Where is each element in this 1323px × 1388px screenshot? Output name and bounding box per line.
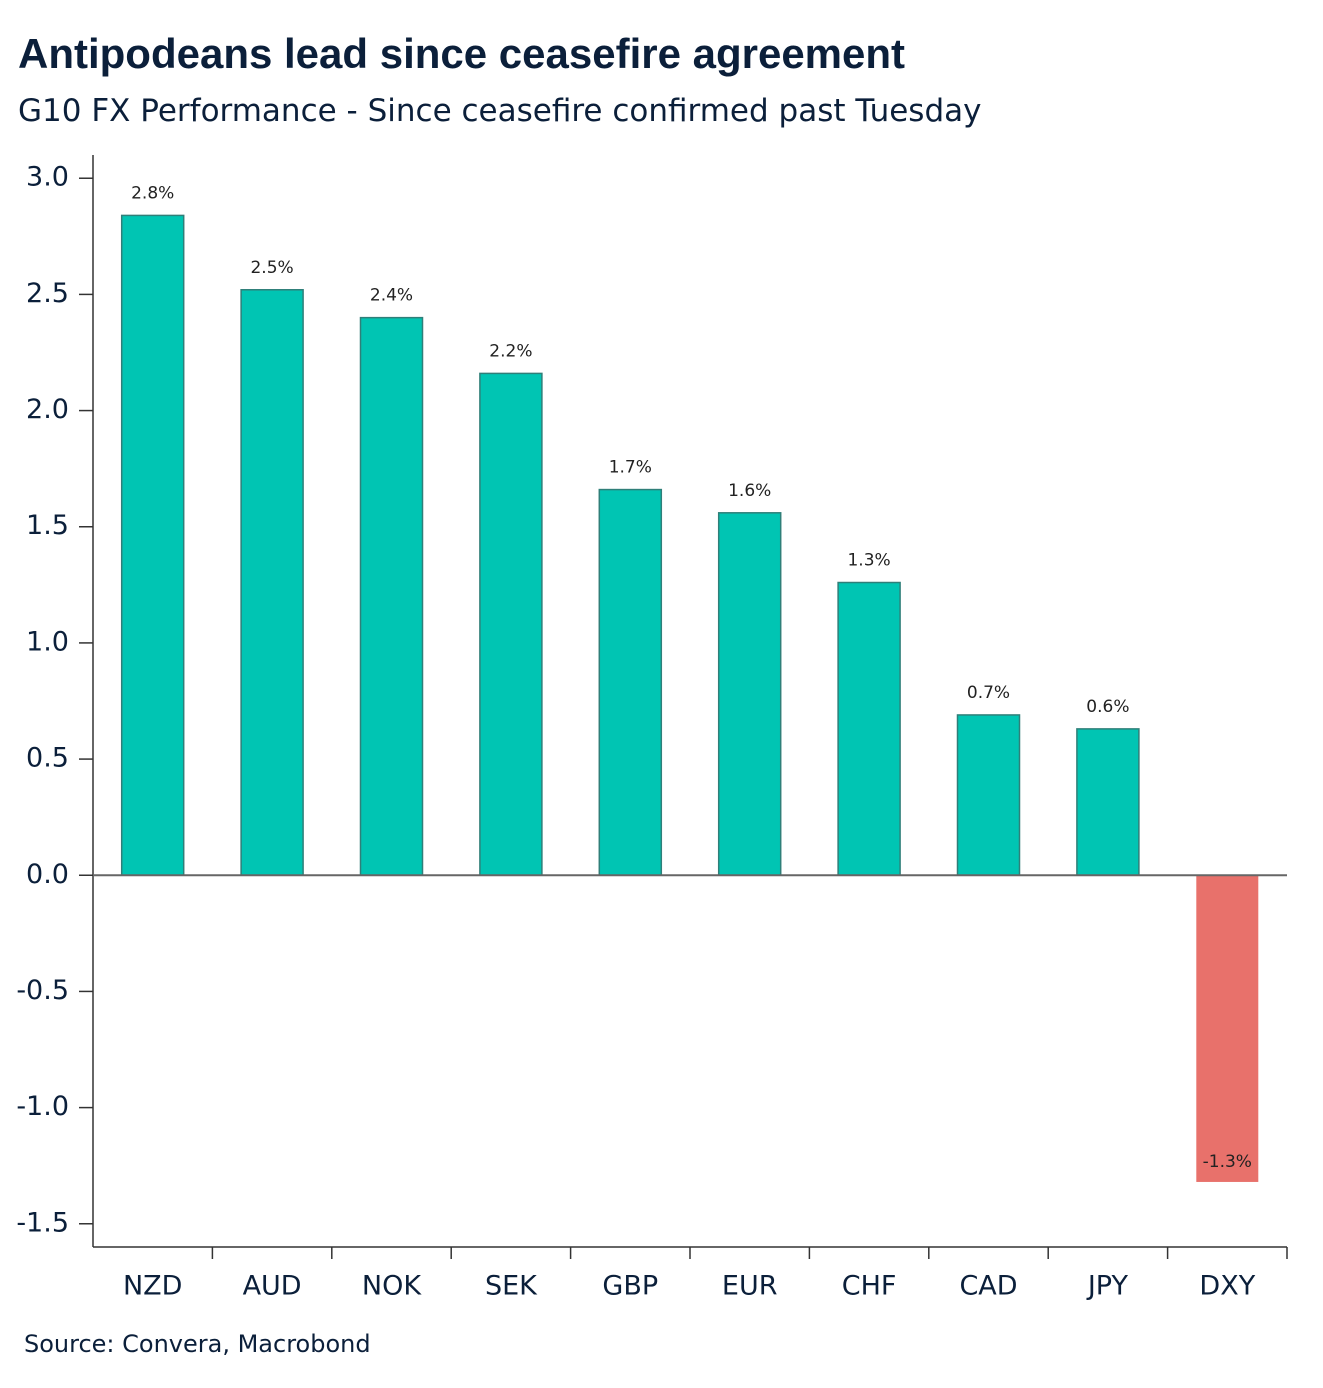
- y-tick-label: 3.0: [26, 162, 69, 193]
- x-tick-label: NOK: [362, 1271, 422, 1302]
- value-label: 2.8%: [131, 183, 174, 203]
- y-tick-label: 2.0: [26, 394, 69, 425]
- value-label: 1.7%: [609, 458, 652, 478]
- x-tick-label: DXY: [1199, 1271, 1255, 1302]
- bar: [479, 372, 543, 877]
- value-label: 1.3%: [847, 551, 890, 571]
- value-label: 0.6%: [1086, 697, 1129, 717]
- y-tick-label: 1.5: [26, 510, 69, 541]
- x-tick-label: AUD: [243, 1271, 302, 1302]
- source: Source: Convera, Macrobond: [24, 1330, 371, 1358]
- x-tick-label: JPY: [1086, 1271, 1129, 1302]
- bar: [1076, 728, 1140, 877]
- y-tick-label: -1.5: [16, 1207, 69, 1238]
- x-tick-label: GBP: [602, 1271, 658, 1302]
- x-tick-label: NZD: [123, 1271, 182, 1302]
- y-tick-label: 0.5: [26, 743, 69, 774]
- bar: [1196, 875, 1259, 1182]
- y-tick-label: -0.5: [16, 975, 69, 1006]
- bar: [956, 714, 1021, 877]
- bar: [837, 581, 901, 877]
- value-label: 2.2%: [489, 341, 532, 361]
- value-label: 0.7%: [967, 683, 1010, 703]
- x-tick-label: CAD: [959, 1271, 1017, 1302]
- value-label: -1.3%: [1203, 1152, 1252, 1172]
- y-tick-label: -1.0: [16, 1091, 69, 1122]
- chart-title: Antipodeans lead since ceasefire agreeme…: [18, 30, 905, 77]
- y-tick-label: 2.5: [26, 278, 69, 309]
- bar: [598, 488, 663, 877]
- bar: [359, 316, 424, 877]
- bar: [120, 214, 185, 877]
- chart-subtitle: G10 FX Performance - Since ceasefire con…: [18, 93, 981, 129]
- value-label: 2.4%: [370, 286, 413, 306]
- y-tick-label: 0.0: [26, 859, 69, 890]
- y-tick-label: 1.0: [26, 626, 69, 657]
- bar: [240, 289, 304, 877]
- bar: [717, 512, 782, 877]
- x-tick-label: SEK: [485, 1271, 538, 1302]
- x-tick-label: EUR: [722, 1271, 778, 1302]
- value-label: 1.6%: [728, 481, 771, 501]
- x-tick-label: CHF: [842, 1271, 897, 1302]
- value-label: 2.5%: [250, 258, 293, 278]
